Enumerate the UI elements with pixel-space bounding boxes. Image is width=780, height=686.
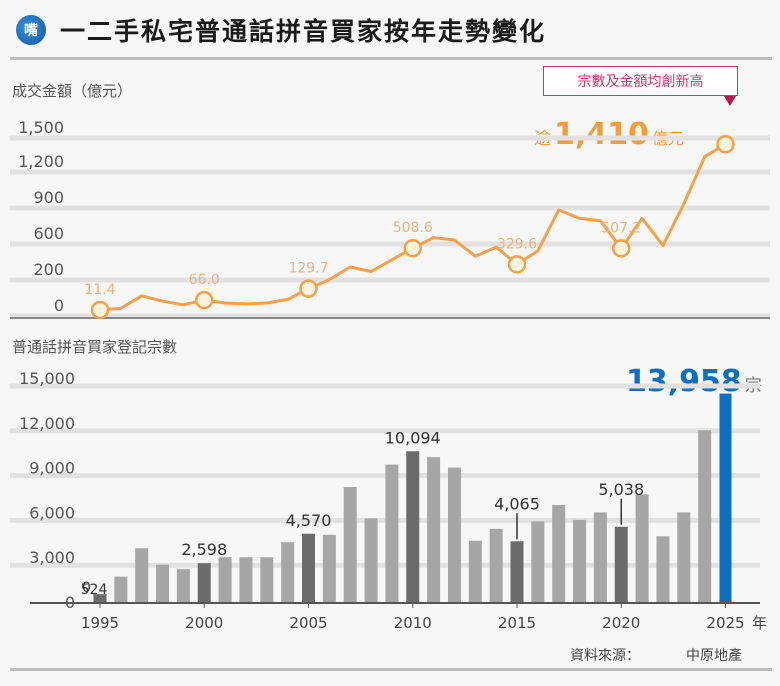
x-tick-label: 2025 bbox=[706, 614, 744, 632]
bar bbox=[677, 512, 691, 602]
x-tick-label: 2015 bbox=[498, 614, 536, 632]
line-point-label: 129.7 bbox=[288, 261, 328, 277]
speech-bubble-icon: 嘴 bbox=[16, 15, 46, 45]
y-tick-label: 3,000 bbox=[29, 548, 75, 567]
source-label: 資料來源： bbox=[570, 648, 640, 664]
bar bbox=[698, 430, 712, 602]
bar bbox=[322, 534, 336, 602]
svg-text:0: 0 bbox=[82, 580, 91, 596]
bar-value-label: 10,094 bbox=[385, 428, 441, 447]
bar bbox=[281, 542, 295, 602]
y-tick-label: 0 bbox=[54, 296, 64, 315]
y-tick-label: 200 bbox=[33, 260, 64, 279]
line-point-label: 11.4 bbox=[84, 282, 115, 298]
y-tick-label: 900 bbox=[33, 188, 64, 207]
bar bbox=[176, 569, 190, 602]
bar-value-label: 5,038 bbox=[598, 480, 644, 499]
bar bbox=[614, 526, 628, 602]
line-point-label: 508.6 bbox=[393, 220, 433, 236]
line-marker bbox=[403, 238, 422, 258]
bar bbox=[489, 528, 503, 602]
bar bbox=[573, 519, 587, 602]
x-unit-label: 年 bbox=[752, 614, 767, 632]
page-title: 一二手私宅普通話拼音買家按年走勢變化 bbox=[60, 17, 547, 46]
bar bbox=[218, 557, 232, 602]
bar bbox=[239, 557, 253, 602]
line-marker bbox=[299, 279, 318, 298]
y-tick-label: 1,500 bbox=[18, 118, 64, 137]
bar bbox=[343, 487, 357, 602]
bar bbox=[593, 512, 607, 602]
bar bbox=[719, 393, 732, 602]
bar-value-label: 2,598 bbox=[181, 540, 227, 559]
line-peak-label: 逾 1,410 億元 bbox=[534, 117, 684, 152]
bar-chart-axis-title: 普通話拼音買家登記宗數 bbox=[12, 338, 178, 356]
y-tick-label: 600 bbox=[33, 224, 64, 243]
bar bbox=[135, 548, 149, 602]
record-callout: 宗數及金額均創新高 bbox=[543, 66, 738, 96]
x-tick-label: 2010 bbox=[394, 614, 432, 632]
line-chart: 0 200 600 900 1,200 1,500 11.4 66.0 129.7 508.6 32… bbox=[10, 118, 770, 320]
x-tick-label: 2000 bbox=[185, 614, 223, 632]
bar-peak-label: 13,958 宗 bbox=[626, 364, 762, 399]
bar-value-label: 4,065 bbox=[494, 494, 540, 513]
line-point-label: 507.2 bbox=[601, 220, 641, 236]
bar bbox=[93, 594, 107, 602]
x-tick-label: 2020 bbox=[602, 614, 640, 632]
y-tick-label: 9,000 bbox=[29, 459, 75, 478]
bar-value-label: 4,570 bbox=[286, 511, 332, 530]
bar bbox=[406, 451, 420, 602]
bar bbox=[447, 467, 461, 602]
y-tick-label: 15,000 bbox=[19, 369, 75, 388]
source-name: 中原地產 bbox=[686, 648, 742, 664]
line-point-label: 329.6 bbox=[497, 236, 537, 252]
bar bbox=[635, 494, 649, 602]
line-chart-axis-title: 成交金額（億元） bbox=[12, 82, 133, 100]
bar-value-label: 524 bbox=[81, 582, 108, 598]
bar bbox=[302, 533, 315, 602]
bar bbox=[197, 563, 211, 602]
bar bbox=[427, 457, 441, 602]
bar bbox=[656, 536, 670, 602]
line-marker bbox=[90, 300, 110, 320]
x-tick-label: 2005 bbox=[289, 614, 327, 632]
header: 嘴 一二手私宅普通話拼音買家按年走勢變化 bbox=[10, 8, 770, 52]
title-divider bbox=[10, 57, 772, 60]
bar bbox=[385, 464, 399, 602]
footer-divider bbox=[10, 668, 772, 671]
line-marker bbox=[716, 134, 735, 154]
line-point-label: 66.0 bbox=[189, 272, 220, 288]
x-tick-label: 1995 bbox=[81, 614, 119, 632]
callout-arrow-icon bbox=[724, 96, 736, 106]
y-tick-label: 1,200 bbox=[18, 152, 64, 171]
bar bbox=[156, 564, 170, 602]
bar bbox=[531, 521, 545, 602]
line-marker bbox=[507, 255, 527, 274]
y-tick-label: 6,000 bbox=[29, 503, 75, 522]
bar bbox=[468, 540, 482, 602]
bar bbox=[552, 504, 566, 602]
line-marker bbox=[195, 290, 214, 310]
bar bbox=[510, 541, 524, 602]
bar bbox=[364, 518, 378, 602]
y-tick-label: 12,000 bbox=[19, 414, 75, 433]
bar bbox=[260, 557, 274, 602]
line-marker bbox=[612, 239, 631, 258]
bar bbox=[114, 576, 128, 602]
